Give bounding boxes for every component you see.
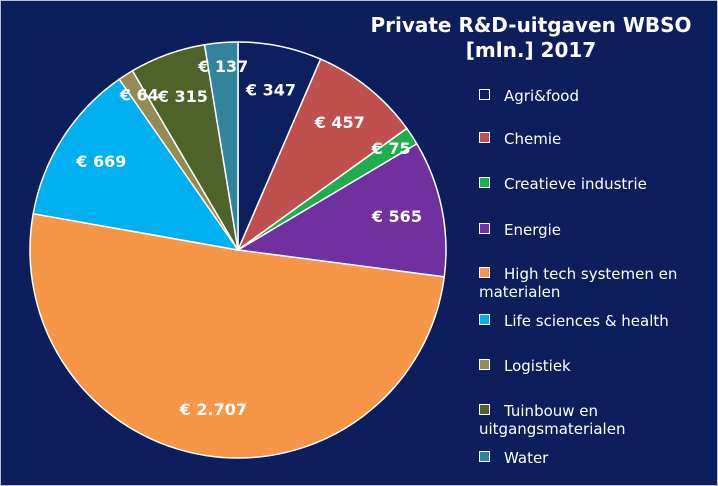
legend-entry: Water bbox=[479, 449, 709, 467]
legend-swatch bbox=[479, 359, 490, 370]
legend-swatch bbox=[479, 451, 490, 462]
legend-label: Water bbox=[504, 449, 549, 467]
legend-swatch bbox=[479, 132, 490, 143]
chart-title: Private R&D-uitgaven WBSO [mln.] 2017 bbox=[370, 13, 692, 62]
data-label: € 347 bbox=[245, 81, 296, 100]
legend-label: Tuinbouw en uitgangsmaterialen bbox=[479, 402, 626, 438]
data-label: € 565 bbox=[371, 207, 422, 226]
data-label: € 457 bbox=[314, 113, 365, 132]
pie-slice bbox=[203, 41, 239, 251]
legend-swatch bbox=[479, 177, 490, 188]
legend-label: High tech systemen en materialen bbox=[479, 265, 678, 301]
legend-label: Life sciences & health bbox=[504, 312, 669, 330]
data-label: € 75 bbox=[371, 139, 411, 158]
legend-entry: Agri&food bbox=[479, 87, 709, 105]
data-label: € 137 bbox=[197, 57, 248, 76]
legend-label: Energie bbox=[504, 221, 562, 239]
legend-swatch bbox=[479, 223, 490, 234]
legend-label: Logistiek bbox=[504, 357, 571, 375]
legend-entry: Life sciences & health bbox=[479, 312, 709, 330]
pie-slice bbox=[235, 142, 447, 278]
pie-slice bbox=[236, 58, 408, 253]
legend-swatch bbox=[479, 314, 490, 325]
data-label: € 315 bbox=[157, 87, 208, 106]
pie-area: € 347 € 457 € 75 € 565 € 2.707 € 669 € 64 € 315… bbox=[29, 41, 447, 459]
data-label: € 669 bbox=[75, 152, 126, 171]
legend-entry: Creatieve industrie bbox=[479, 175, 709, 193]
legend-swatch bbox=[479, 89, 490, 100]
legend-label: Agri&food bbox=[504, 87, 579, 105]
pie-slice bbox=[29, 212, 446, 459]
legend-label: Creatieve industrie bbox=[504, 175, 647, 193]
data-label: € 2.707 bbox=[179, 400, 247, 419]
legend-entry: Chemie bbox=[479, 130, 709, 148]
legend-label: Chemie bbox=[504, 130, 562, 148]
data-label: € 64 bbox=[119, 85, 159, 104]
legend-swatch bbox=[479, 267, 490, 278]
legend-entry: Energie bbox=[479, 221, 709, 239]
legend-entry: Tuinbouw en uitgangsmaterialen bbox=[479, 402, 709, 438]
pie-slice bbox=[32, 78, 240, 252]
legend-swatch bbox=[479, 404, 490, 415]
legend-entry: Logistiek bbox=[479, 357, 709, 375]
legend-entry: High tech systemen en materialen bbox=[479, 265, 709, 301]
